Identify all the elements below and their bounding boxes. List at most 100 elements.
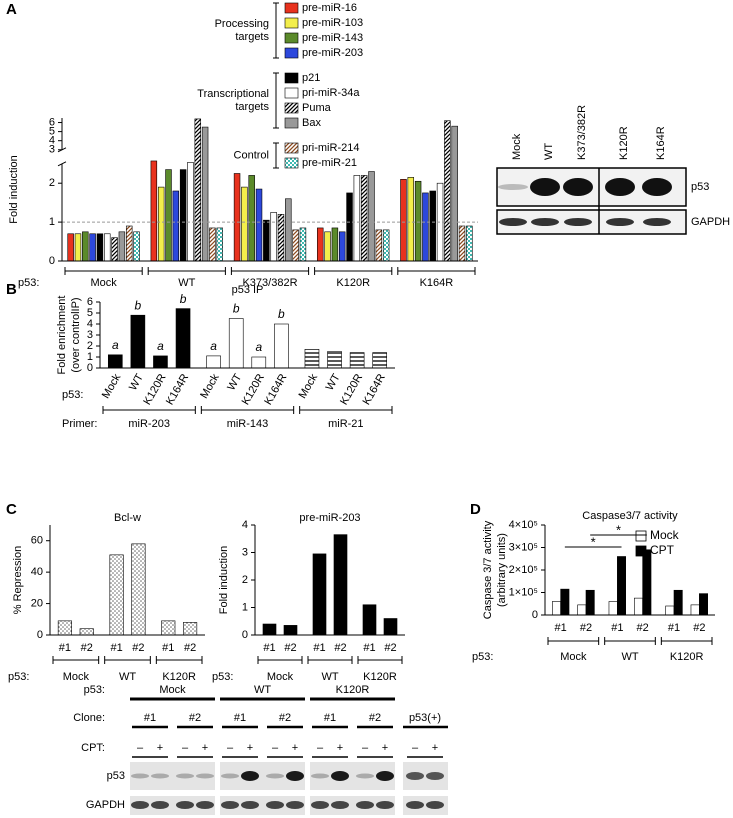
- legend-group-label: targets: [235, 31, 269, 43]
- group-bracket: [314, 267, 393, 275]
- y-tick-label: 20: [31, 597, 43, 609]
- y-tick-label: 40: [31, 566, 43, 578]
- group-bracket: [200, 406, 295, 414]
- bar: [201, 126, 209, 262]
- bar-annotation: a: [157, 339, 164, 353]
- blot-band: [241, 771, 259, 781]
- blot-clone-label: #2: [189, 712, 201, 724]
- blot-band: [563, 178, 593, 196]
- blot-treatment-label: –: [272, 742, 279, 754]
- bar: [327, 351, 342, 369]
- bar: [346, 192, 353, 262]
- blot-band: [151, 801, 169, 809]
- bar: [79, 628, 94, 636]
- chart-title: Caspase3/7 activity: [582, 510, 678, 522]
- blot-band: [605, 178, 635, 196]
- y-tick-label: 2: [242, 574, 248, 586]
- blot-treatment-label: –: [317, 742, 324, 754]
- x-label: p53:: [212, 671, 233, 683]
- bar: [57, 620, 72, 636]
- group-label: Primer:: [62, 418, 97, 430]
- legend-label: Puma: [302, 102, 332, 114]
- group-bracket: [230, 267, 310, 275]
- blot-treatment-label: +: [432, 742, 438, 754]
- legend-label: p21: [302, 72, 320, 84]
- blot-band: [311, 773, 329, 779]
- blot-band: [406, 772, 424, 780]
- bar: [270, 212, 277, 262]
- blot-band: [266, 773, 284, 779]
- blot-band: [176, 801, 194, 809]
- y-axis-label: % Repression: [12, 546, 24, 614]
- y-tick-label: 1: [49, 216, 55, 228]
- bar: [82, 231, 89, 262]
- blot-band: [642, 178, 672, 196]
- x-tick-label: #1: [263, 642, 275, 654]
- blot-band: [331, 771, 349, 781]
- bar: [349, 352, 365, 369]
- bar: [444, 120, 451, 262]
- bar: [407, 177, 415, 262]
- legend-label: pre-miR-143: [302, 32, 363, 44]
- x-group-label: Mock: [90, 277, 117, 289]
- bar: [429, 190, 436, 262]
- bar: [422, 192, 429, 262]
- blot-group-label: K120R: [336, 684, 370, 696]
- bar: [255, 188, 263, 262]
- chart-title: Bcl-w: [114, 512, 141, 524]
- x-group-label: K164R: [420, 277, 454, 289]
- bar: [382, 229, 390, 262]
- y-tick-label: 0: [87, 362, 93, 374]
- bar: [362, 604, 377, 636]
- blot-band-label: p53: [691, 181, 709, 193]
- legend-label: pri-miR-34a: [302, 87, 360, 99]
- bar: [585, 589, 595, 616]
- bar: [338, 231, 346, 262]
- bar: [130, 314, 146, 369]
- blot-lane-label: WT: [543, 143, 555, 160]
- group-bracket: [102, 406, 196, 414]
- bar: [262, 623, 277, 636]
- blot-row-label: Clone:: [73, 712, 105, 724]
- bar: [233, 173, 241, 262]
- bar: [642, 549, 652, 616]
- bar: [285, 198, 292, 262]
- x-group-label: Mock: [560, 651, 587, 663]
- bar: [312, 553, 327, 636]
- legend-group-label: Processing: [215, 18, 269, 30]
- group-bracket: [604, 637, 656, 645]
- y-tick-label: 6: [87, 296, 93, 308]
- bar: [175, 308, 191, 369]
- y-tick-label: 3×10⁵: [509, 541, 538, 553]
- x-tick-label: K164R: [262, 372, 289, 407]
- bar: [109, 554, 124, 636]
- x-tick-label: #2: [580, 622, 592, 634]
- bar: [608, 601, 618, 616]
- group-bracket: [104, 656, 151, 664]
- legend-swatch: [284, 32, 299, 44]
- x-tick-label: #2: [334, 642, 346, 654]
- blot-panel: [403, 796, 448, 815]
- bar: [277, 214, 285, 262]
- x-group-label: K120R: [670, 651, 704, 663]
- y-tick-label: 1: [242, 601, 248, 613]
- bar: [673, 589, 683, 616]
- x-tick-label: WT: [225, 372, 244, 393]
- bar: [133, 231, 140, 262]
- y-tick-label: 2: [87, 340, 93, 352]
- bar: [125, 225, 133, 262]
- y-tick-label: 4: [49, 135, 55, 147]
- blot-row-label: p53:: [84, 684, 105, 696]
- bar: [292, 229, 299, 262]
- legend-label: pre-miR-203: [302, 47, 363, 59]
- bar: [552, 601, 561, 616]
- legend-label: pre-miR-103: [302, 17, 363, 29]
- y-axis-label: Caspase 3/7 activity: [482, 520, 494, 619]
- y-tick-label: 0: [49, 255, 55, 267]
- blot-band: [286, 771, 304, 781]
- bar: [150, 160, 158, 262]
- bar: [216, 227, 223, 262]
- bar: [383, 618, 398, 636]
- x-group-label: Mock: [63, 671, 90, 683]
